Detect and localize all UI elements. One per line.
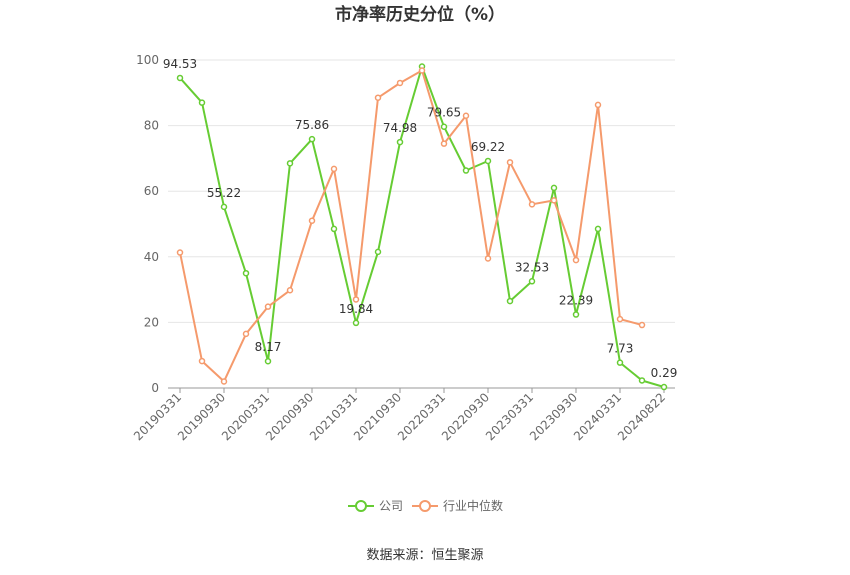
point-s0-3 bbox=[242, 269, 250, 277]
point-s0-20 bbox=[616, 359, 624, 366]
point-s0-19 bbox=[594, 225, 602, 233]
point-s0-7 bbox=[330, 225, 338, 233]
point-s0-22 bbox=[660, 383, 668, 391]
y-tick-label-40: 40 bbox=[144, 250, 159, 264]
point-s1-0 bbox=[176, 249, 184, 256]
point-s0-1 bbox=[198, 99, 206, 106]
data-label-8: 19.84 bbox=[339, 302, 373, 316]
data-label-6: 75.86 bbox=[295, 118, 329, 132]
point-s0-13 bbox=[462, 167, 470, 174]
data-label-4: 8.17 bbox=[255, 340, 282, 354]
point-s1-7 bbox=[330, 165, 338, 173]
point-s1-6 bbox=[308, 217, 316, 224]
data-label-0: 94.53 bbox=[163, 57, 197, 71]
point-s1-4 bbox=[264, 303, 272, 310]
point-s1-9 bbox=[374, 94, 382, 101]
data-label-18: 22.39 bbox=[559, 294, 593, 308]
point-s0-8 bbox=[352, 319, 360, 327]
point-s1-16 bbox=[528, 201, 536, 208]
point-s1-18 bbox=[572, 256, 580, 264]
series-line-1 bbox=[179, 69, 643, 383]
point-s1-15 bbox=[506, 159, 514, 166]
legend[interactable]: 公司 行业中位数 bbox=[348, 498, 503, 513]
legend-industry-label: 行业中位数 bbox=[443, 498, 503, 513]
data-label-2: 55.22 bbox=[207, 186, 241, 200]
point-s0-16 bbox=[528, 278, 536, 285]
y-tick-label-80: 80 bbox=[144, 119, 159, 133]
point-s0-9 bbox=[374, 248, 382, 256]
x-axis: 2019033120190930202003312020093020210331… bbox=[131, 387, 675, 443]
point-s1-11 bbox=[418, 67, 426, 74]
y-tick-label-0: 0 bbox=[151, 381, 159, 395]
point-s0-12 bbox=[440, 123, 448, 130]
point-s1-2 bbox=[220, 378, 228, 385]
point-s1-5 bbox=[286, 287, 294, 294]
point-s1-21 bbox=[638, 321, 646, 329]
data-label-20: 7.73 bbox=[607, 342, 634, 356]
source-note: 数据来源：恒生聚源 bbox=[366, 548, 483, 563]
point-s1-10 bbox=[396, 79, 404, 87]
point-s1-20 bbox=[616, 315, 624, 323]
point-s0-6 bbox=[308, 135, 316, 143]
chart-title: 市净率历史分位（%） bbox=[335, 4, 505, 25]
point-s0-5 bbox=[286, 160, 294, 167]
point-s0-0 bbox=[176, 74, 184, 82]
data-label-16: 32.53 bbox=[515, 260, 549, 274]
point-s1-17 bbox=[550, 197, 558, 204]
point-s1-14 bbox=[484, 255, 492, 262]
point-s1-19 bbox=[594, 101, 602, 109]
y-axis-ticks: 0 20 40 60 80 100 bbox=[136, 53, 159, 395]
point-s1-3 bbox=[242, 330, 250, 338]
y-tick-label-60: 60 bbox=[144, 184, 159, 198]
legend-company-marker bbox=[355, 500, 367, 512]
point-s0-15 bbox=[506, 297, 514, 305]
point-s1-12 bbox=[440, 140, 448, 147]
data-labels: 94.53 55.22 8.17 75.86 19.84 74.98 79.65 69.22 3… bbox=[163, 57, 678, 380]
series-points bbox=[176, 63, 668, 391]
point-s1-13 bbox=[462, 112, 470, 120]
data-label-22: 0.29 bbox=[651, 366, 678, 380]
point-s1-1 bbox=[198, 357, 206, 365]
y-tick-label-100: 100 bbox=[136, 53, 159, 67]
point-s0-17 bbox=[550, 184, 558, 192]
legend-item-industry[interactable]: 行业中位数 bbox=[412, 498, 503, 513]
series-lines bbox=[179, 65, 665, 388]
point-s0-10 bbox=[396, 138, 404, 146]
y-tick-label-20: 20 bbox=[144, 315, 159, 329]
data-label-12: 79.65 bbox=[427, 106, 461, 120]
data-label-14: 69.22 bbox=[471, 140, 505, 154]
legend-industry-marker bbox=[419, 500, 431, 512]
series-line-0 bbox=[179, 65, 665, 388]
point-s0-2 bbox=[220, 203, 228, 211]
gridlines bbox=[168, 59, 675, 323]
legend-company-label: 公司 bbox=[379, 499, 403, 513]
point-s1-8 bbox=[352, 296, 360, 303]
point-s0-4 bbox=[264, 357, 272, 365]
legend-item-company[interactable]: 公司 bbox=[348, 499, 403, 513]
point-s0-21 bbox=[638, 377, 646, 384]
data-label-10: 74.98 bbox=[383, 121, 417, 135]
point-s0-14 bbox=[484, 157, 492, 165]
x-tick-label-20240822: 20240822 bbox=[615, 390, 668, 443]
point-s0-18 bbox=[572, 311, 580, 318]
